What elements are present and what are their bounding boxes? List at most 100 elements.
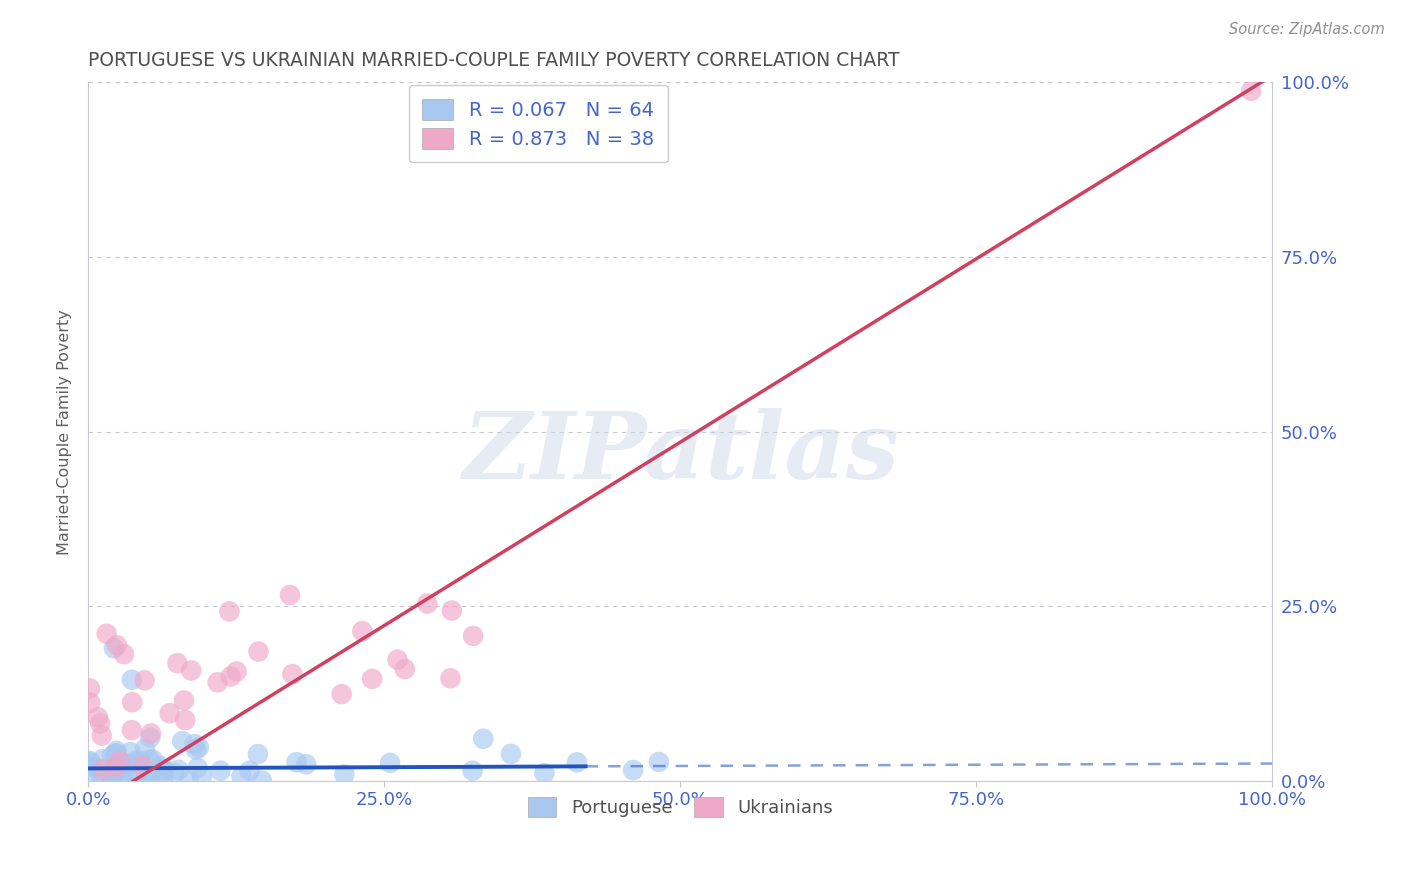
- Point: [183, 737, 205, 751]
- Point: [79, 681, 101, 696]
- Point: [139, 731, 162, 745]
- Point: [621, 763, 644, 777]
- Point: [1240, 84, 1263, 98]
- Point: [139, 773, 162, 788]
- Point: [125, 754, 148, 768]
- Point: [104, 747, 127, 761]
- Point: [134, 766, 156, 780]
- Point: [225, 665, 247, 679]
- Point: [118, 758, 141, 772]
- Point: [79, 696, 101, 710]
- Point: [281, 667, 304, 681]
- Point: [378, 756, 401, 770]
- Point: [191, 770, 214, 784]
- Point: [129, 754, 152, 768]
- Point: [134, 673, 156, 688]
- Point: [91, 762, 114, 776]
- Point: [79, 759, 101, 773]
- Point: [330, 687, 353, 701]
- Point: [124, 769, 146, 783]
- Point: [111, 758, 134, 772]
- Point: [207, 675, 229, 690]
- Text: Source: ZipAtlas.com: Source: ZipAtlas.com: [1229, 22, 1385, 37]
- Point: [361, 672, 384, 686]
- Point: [104, 747, 127, 761]
- Point: [134, 742, 156, 756]
- Point: [394, 662, 416, 676]
- Point: [152, 772, 174, 787]
- Point: [333, 767, 356, 781]
- Point: [112, 647, 135, 661]
- Point: [439, 671, 461, 685]
- Point: [416, 597, 439, 611]
- Point: [153, 762, 176, 776]
- Point: [461, 764, 484, 778]
- Point: [104, 765, 127, 780]
- Point: [246, 747, 269, 761]
- Point: [105, 744, 128, 758]
- Point: [107, 757, 129, 772]
- Point: [387, 653, 409, 667]
- Point: [231, 769, 253, 783]
- Point: [218, 604, 240, 618]
- Point: [121, 723, 143, 738]
- Point: [138, 753, 160, 767]
- Point: [159, 706, 181, 721]
- Point: [139, 726, 162, 740]
- Point: [184, 742, 207, 756]
- Point: [250, 773, 273, 788]
- Point: [121, 673, 143, 687]
- Point: [141, 752, 163, 766]
- Point: [177, 773, 200, 788]
- Point: [152, 764, 174, 778]
- Point: [120, 745, 142, 759]
- Point: [187, 761, 209, 775]
- Point: [96, 626, 118, 640]
- Point: [219, 669, 242, 683]
- Legend: Portuguese, Ukrainians: Portuguese, Ukrainians: [520, 790, 841, 824]
- Point: [103, 641, 125, 656]
- Point: [440, 603, 463, 617]
- Point: [83, 760, 105, 774]
- Point: [104, 768, 127, 782]
- Point: [105, 638, 128, 652]
- Point: [87, 710, 110, 724]
- Point: [104, 760, 127, 774]
- Point: [91, 752, 114, 766]
- Point: [180, 664, 202, 678]
- Point: [166, 656, 188, 670]
- Point: [239, 764, 262, 778]
- Y-axis label: Married-Couple Family Poverty: Married-Couple Family Poverty: [58, 309, 72, 555]
- Point: [91, 773, 114, 788]
- Point: [174, 713, 197, 727]
- Point: [648, 755, 671, 769]
- Point: [79, 754, 101, 768]
- Point: [79, 764, 101, 779]
- Point: [533, 766, 555, 780]
- Text: PORTUGUESE VS UKRAINIAN MARRIED-COUPLE FAMILY POVERTY CORRELATION CHART: PORTUGUESE VS UKRAINIAN MARRIED-COUPLE F…: [89, 51, 900, 70]
- Point: [278, 588, 301, 602]
- Point: [121, 695, 143, 709]
- Point: [187, 740, 209, 755]
- Point: [138, 771, 160, 785]
- Point: [472, 731, 495, 746]
- Point: [173, 693, 195, 707]
- Point: [115, 756, 138, 771]
- Point: [118, 765, 141, 780]
- Point: [131, 759, 153, 773]
- Text: ZIPatlas: ZIPatlas: [461, 408, 898, 498]
- Point: [104, 757, 127, 772]
- Point: [285, 755, 308, 769]
- Point: [79, 755, 101, 769]
- Point: [89, 716, 111, 731]
- Point: [565, 756, 588, 770]
- Point: [163, 766, 186, 780]
- Point: [463, 629, 485, 643]
- Point: [352, 624, 374, 639]
- Point: [90, 768, 112, 782]
- Point: [295, 757, 318, 772]
- Point: [90, 729, 112, 743]
- Point: [499, 747, 522, 761]
- Point: [172, 734, 194, 748]
- Point: [101, 748, 124, 763]
